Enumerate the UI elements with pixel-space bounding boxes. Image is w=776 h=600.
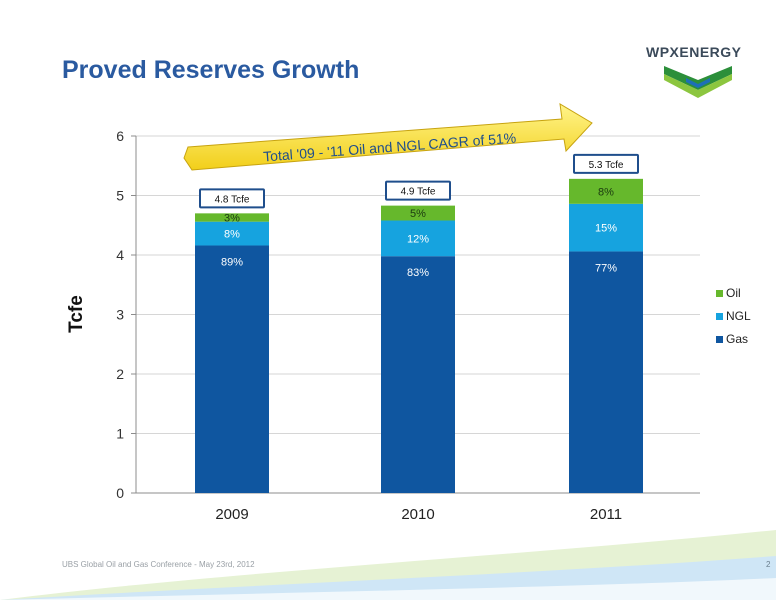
data-label-oil: 3% (224, 213, 240, 225)
page-number: 2 (766, 560, 771, 569)
bar-gas-2010 (381, 256, 455, 493)
bars (195, 178, 643, 493)
bar-gas-2011 (569, 251, 643, 493)
data-label-gas: 77% (595, 262, 617, 274)
legend-label-ngl: NGL (726, 309, 751, 323)
data-labels: 89% 8% 3% 4.8 Tcfe 83% 12% 5% 4.9 Tcfe 77% 15% 8% 5… (199, 153, 639, 279)
y-tick-label: 5 (116, 188, 124, 204)
footer-text: UBS Global Oil and Gas Conference - May … (62, 560, 255, 569)
data-label-oil: 8% (598, 186, 614, 198)
logo-chevron-icon (664, 66, 732, 98)
total-box (573, 153, 639, 174)
y-tick-label: 1 (116, 426, 124, 442)
total-box (385, 180, 451, 201)
legend-swatch-oil (716, 290, 723, 297)
legend: Oil NGL Gas (716, 286, 751, 346)
data-label-gas: 89% (221, 256, 243, 268)
wpx-energy-logo: WPXENERGY (646, 44, 750, 104)
total-label: 4.8 Tcfe (215, 194, 250, 205)
cagr-arrow-shape (183, 103, 593, 171)
data-label-ngl: 15% (595, 223, 617, 235)
bar-oil-2009 (195, 213, 269, 222)
bar-ngl-2011 (569, 203, 643, 252)
legend-label-oil: Oil (726, 286, 741, 300)
page-title: Proved Reserves Growth (62, 56, 360, 84)
x-tick-label: 2010 (401, 506, 434, 523)
y-axis-label: Tcfe (66, 295, 87, 333)
x-tick-label: 2009 (215, 506, 248, 523)
data-label-ngl: 12% (407, 233, 429, 245)
legend-swatch-gas (716, 336, 723, 343)
bar-oil-2011 (569, 178, 643, 204)
data-label-ngl: 8% (224, 229, 240, 241)
y-tick-label: 3 (116, 307, 124, 323)
logo-text: WPXENERGY (646, 44, 742, 60)
legend-label-gas: Gas (726, 332, 748, 346)
total-label: 5.3 Tcfe (589, 160, 624, 171)
axes: 0 1 2 3 4 5 6 Tcfe 2009 2010 2011 (66, 128, 700, 523)
y-tick-label: 0 (116, 485, 124, 501)
data-label-gas: 83% (407, 267, 429, 279)
bar-ngl-2009 (195, 221, 269, 246)
x-tick-label: 2011 (590, 506, 622, 523)
total-box (199, 188, 265, 209)
bar-oil-2010 (381, 205, 455, 221)
y-tick-label: 4 (116, 247, 124, 263)
y-tick-label: 6 (116, 128, 124, 144)
y-tick-label: 2 (116, 366, 124, 382)
footer-swoosh-white (0, 578, 776, 600)
bar-ngl-2010 (381, 220, 455, 257)
bar-gas-2009 (195, 245, 269, 493)
legend-swatch-ngl (716, 313, 723, 320)
cagr-arrow: Total '09 - '11 Oil and NGL CAGR of 51% (183, 103, 593, 171)
total-label: 4.9 Tcfe (401, 187, 436, 198)
data-label-oil: 5% (410, 208, 426, 220)
